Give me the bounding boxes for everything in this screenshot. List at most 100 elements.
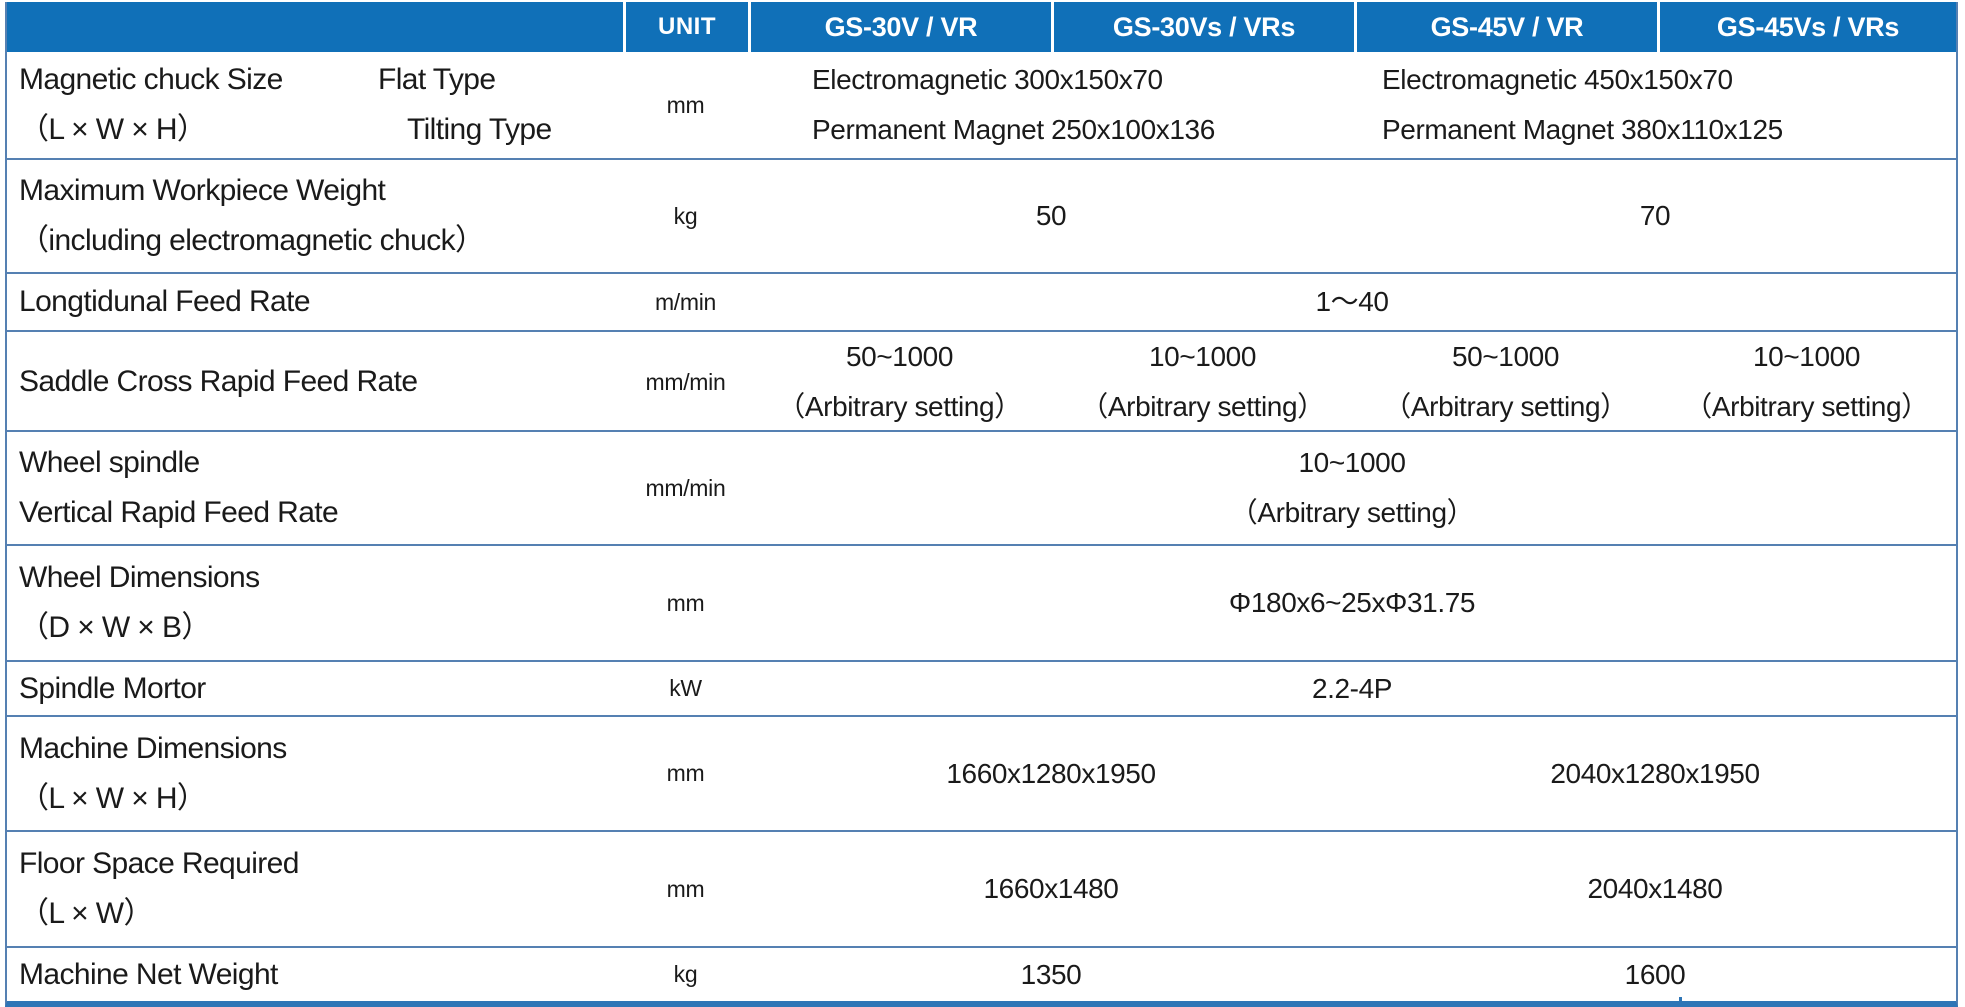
row-label-machine-net-weight: Machine Net Weight — [7, 948, 623, 1001]
table-body: Magnetic chuck Size Flat Type （L × W × H） T… — [7, 52, 1956, 1001]
spec-row-longitudinal-feed-rate: Longtidunal Feed Rate m/min 1～40 — [7, 272, 1956, 330]
value-line: Φ180x6~25xΦ31.75 — [1228, 587, 1476, 618]
value-cell-wheel-dimensions-0: Φ180x6~25xΦ31.75 — [748, 546, 1956, 660]
value-line: 10~1000 — [1149, 341, 1256, 372]
spec-row-machine-dimensions: Machine Dimensions （L × W × H） mm 1660x1280… — [7, 715, 1956, 830]
value-cell-machine-dimensions-0: 1660x1280x1950 — [748, 717, 1354, 830]
row-label-line: Machine Dimensions — [19, 731, 287, 765]
value-cell-magnetic-chuck-size-1: Electromagnetic 450x150x70 Permanent Magn… — [1354, 52, 1956, 158]
row-label-magnetic-chuck-size: Magnetic chuck Size Flat Type （L × W × H） T… — [7, 52, 623, 158]
value-cell-maximum-workpiece-weight-1: 70 — [1354, 160, 1956, 272]
spec-row-wheel-dimensions: Wheel Dimensions （D × W × B） mm Φ180x6~25xΦ… — [7, 544, 1956, 660]
value-cell-machine-dimensions-1: 2040x1280x1950 — [1354, 717, 1956, 830]
value-line: 1660x1480 — [983, 873, 1119, 904]
row-label-line: （L × W × H） Tilting Type — [19, 105, 623, 155]
value-line: 1～40 — [1315, 286, 1389, 317]
row-label-line: （L × W × H） — [19, 781, 207, 815]
value-line: 2040x1280x1950 — [1550, 757, 1760, 789]
value-line: （Arbitrary setting） — [1229, 497, 1475, 528]
value-line: 10~1000 — [1298, 447, 1406, 478]
value-line: Permanent Magnet 380x110x125 — [1382, 114, 1783, 145]
unit-cell-wheel-dimensions: mm — [666, 589, 705, 616]
spec-row-spindle-motor: Spindle Mortor kW 2.2-4P — [7, 660, 1956, 715]
value-line: Permanent Magnet 250x100x136 — [812, 114, 1215, 145]
row-label-maximum-workpiece-weight: Maximum Workpiece Weight （including elect… — [7, 160, 623, 272]
unit-cell-spindle-motor: kW — [669, 675, 702, 701]
header-corner-cell — [7, 2, 623, 52]
row-label-line: Magnetic chuck Size Flat Type — [19, 55, 623, 105]
value-cell-longitudinal-feed-rate-0: 1～40 — [748, 274, 1956, 330]
value-cell-saddle-cross-rapid-feed-rate-1: 10~1000 （Arbitrary setting） — [1051, 332, 1354, 432]
header-model-gs-30v-vr: GS-30V / VR — [748, 2, 1051, 52]
spec-row-magnetic-chuck-size: Magnetic chuck Size Flat Type （L × W × H） T… — [7, 52, 1956, 158]
value-line: 2040x1480 — [1587, 873, 1723, 904]
row-label-line: Wheel Dimensions — [19, 561, 260, 594]
row-label-line: Longtidunal Feed Rate — [19, 285, 311, 318]
unit-cell-floor-space-required: mm — [666, 875, 705, 902]
value-cell-wheel-spindle-vertical-rapid-feed-rate-0: 10~1000 （Arbitrary setting） — [748, 432, 1956, 544]
value-line: 2.2-4P — [1311, 672, 1393, 704]
value-cell-floor-space-required-1: 2040x1480 — [1354, 832, 1956, 946]
row-label-wheel-spindle-vertical-rapid-feed-rate: Wheel spindle Vertical Rapid Feed Rate — [7, 432, 623, 544]
value-cell-saddle-cross-rapid-feed-rate-0: 50~1000 （Arbitrary setting） — [748, 332, 1051, 432]
unit-cell-machine-net-weight: kg — [673, 961, 698, 987]
row-label-floor-space-required: Floor Space Required （L × W） — [7, 832, 623, 946]
row-label-line: Machine Net Weight — [19, 957, 278, 991]
row-label-machine-dimensions: Machine Dimensions （L × W × H） — [7, 717, 623, 830]
unit-cell-longitudinal-feed-rate: m/min — [654, 288, 717, 315]
value-cell-floor-space-required-0: 1660x1480 — [748, 832, 1354, 946]
unit-cell-magnetic-chuck-size: mm — [666, 91, 705, 118]
row-label-line: Floor Space Required — [19, 847, 299, 880]
row-label-line: （D × W × B） — [19, 611, 211, 644]
row-label-line: Vertical Rapid Feed Rate — [19, 496, 339, 529]
header-unit-cell: UNIT — [623, 2, 748, 52]
value-line: （Arbitrary setting） — [1080, 391, 1325, 422]
value-line: 10~1000 — [1753, 341, 1860, 372]
value-cell-machine-net-weight-1: 1600 — [1354, 948, 1956, 1001]
value-line: Electromagnetic 300x150x70 — [812, 64, 1163, 95]
value-line: （Arbitrary setting） — [777, 391, 1022, 422]
unit-cell-saddle-cross-rapid-feed-rate: mm/min — [645, 368, 726, 395]
scan-artifact-tick — [1679, 997, 1682, 1004]
row-label-line: Maximum Workpiece Weight — [19, 174, 386, 207]
table-header-row: UNIT GS-30V / VR GS-30Vs / VRs GS-45V / … — [7, 2, 1956, 52]
value-cell-maximum-workpiece-weight-0: 50 — [748, 160, 1354, 272]
value-line: 50~1000 — [846, 341, 953, 372]
row-sub-label: Flat Type — [378, 63, 496, 96]
value-line: 1350 — [1020, 958, 1082, 990]
value-line: （Arbitrary setting） — [1684, 391, 1929, 422]
value-line: 70 — [1639, 200, 1671, 231]
value-cell-saddle-cross-rapid-feed-rate-3: 10~1000 （Arbitrary setting） — [1657, 332, 1956, 432]
header-model-gs-45v-vr: GS-45V / VR — [1354, 2, 1657, 52]
spec-row-wheel-spindle-vertical-rapid-feed-rate: Wheel spindle Vertical Rapid Feed Rate mm/… — [7, 430, 1956, 544]
spec-row-maximum-workpiece-weight: Maximum Workpiece Weight （including elect… — [7, 158, 1956, 272]
row-label-wheel-dimensions: Wheel Dimensions （D × W × B） — [7, 546, 623, 660]
row-label-line: Spindle Mortor — [19, 671, 206, 705]
value-cell-spindle-motor-0: 2.2-4P — [748, 662, 1956, 715]
row-label-saddle-cross-rapid-feed-rate: Saddle Cross Rapid Feed Rate — [7, 332, 623, 432]
row-label-line: （L × W） — [19, 897, 153, 930]
value-line: 1660x1280x1950 — [946, 757, 1156, 789]
header-model-gs-30vs-vrs: GS-30Vs / VRs — [1051, 2, 1354, 52]
value-line: （Arbitrary setting） — [1383, 391, 1628, 422]
row-label-line: Wheel spindle — [19, 446, 200, 479]
value-line: 50~1000 — [1452, 341, 1559, 372]
unit-cell-maximum-workpiece-weight: kg — [673, 202, 698, 229]
spec-row-floor-space-required: Floor Space Required （L × W） mm 1660x1480 20… — [7, 830, 1956, 946]
row-sub-label: Tilting Type — [407, 113, 552, 146]
spec-table: UNIT GS-30V / VR GS-30Vs / VRs GS-45V / … — [5, 2, 1958, 1007]
spec-row-saddle-cross-rapid-feed-rate: Saddle Cross Rapid Feed Rate mm/min 50~100… — [7, 330, 1956, 430]
row-label-line: （including electromagnetic chuck） — [19, 224, 485, 257]
value-cell-saddle-cross-rapid-feed-rate-2: 50~1000 （Arbitrary setting） — [1354, 332, 1657, 432]
row-label-spindle-motor: Spindle Mortor — [7, 662, 623, 715]
spec-row-machine-net-weight: Machine Net Weight kg 1350 1600 — [7, 946, 1956, 1001]
header-model-gs-45vs-vrs: GS-45Vs / VRs — [1657, 2, 1956, 52]
unit-cell-wheel-spindle-vertical-rapid-feed-rate: mm/min — [645, 474, 726, 501]
value-cell-magnetic-chuck-size-0: Electromagnetic 300x150x70 Permanent Magn… — [748, 52, 1354, 158]
value-line: Electromagnetic 450x150x70 — [1382, 64, 1733, 95]
value-cell-machine-net-weight-0: 1350 — [748, 948, 1354, 1001]
value-line: 50 — [1035, 200, 1067, 231]
unit-cell-machine-dimensions: mm — [666, 760, 705, 786]
row-label-longitudinal-feed-rate: Longtidunal Feed Rate — [7, 274, 623, 330]
